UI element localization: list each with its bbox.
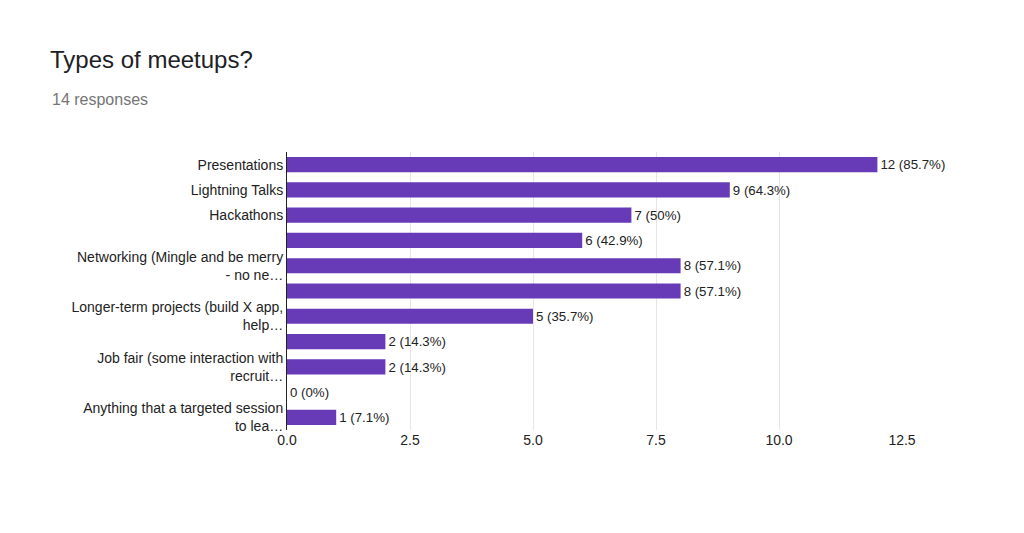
svg-text:2.5: 2.5 [400, 432, 420, 448]
svg-text:Types of meetups?: Types of meetups? [50, 46, 253, 73]
svg-text:1 (7.1%): 1 (7.1%) [339, 410, 389, 425]
svg-text:7 (50%): 7 (50%) [634, 208, 680, 223]
svg-text:10.0: 10.0 [765, 432, 792, 448]
svg-text:8 (57.1%): 8 (57.1%) [684, 258, 741, 273]
svg-text:Job fair (some interaction wit: Job fair (some interaction withrecruit… [97, 350, 283, 384]
svg-text:12.5: 12.5 [888, 432, 915, 448]
svg-text:9 (64.3%): 9 (64.3%) [733, 183, 790, 198]
svg-text:5 (35.7%): 5 (35.7%) [536, 309, 593, 324]
svg-text:12 (85.7%): 12 (85.7%) [880, 157, 945, 172]
svg-text:6 (42.9%): 6 (42.9%) [585, 233, 643, 248]
svg-text:2 (14.3%): 2 (14.3%) [388, 360, 445, 375]
svg-text:5.0: 5.0 [523, 432, 543, 448]
svg-text:0 (0%): 0 (0%) [290, 385, 329, 400]
svg-text:Lightning Talks: Lightning Talks [191, 182, 283, 198]
svg-text:2 (14.3%): 2 (14.3%) [388, 334, 446, 349]
svg-text:7.5: 7.5 [646, 432, 666, 448]
svg-text:Longer-term projects (build X: Longer-term projects (build X app,help… [72, 299, 284, 333]
svg-text:8 (57.1%): 8 (57.1%) [684, 284, 741, 299]
svg-text:Networking (Mingle and be merr: Networking (Mingle and be merry- no ne… [77, 249, 283, 283]
svg-text:Presentations: Presentations [198, 157, 284, 173]
svg-text:0.0: 0.0 [277, 432, 297, 448]
svg-text:Anything that a targeted sessi: Anything that a targeted sessionto lea… [83, 400, 283, 434]
svg-text:14 responses: 14 responses [52, 91, 148, 108]
svg-text:Hackathons: Hackathons [209, 207, 283, 223]
